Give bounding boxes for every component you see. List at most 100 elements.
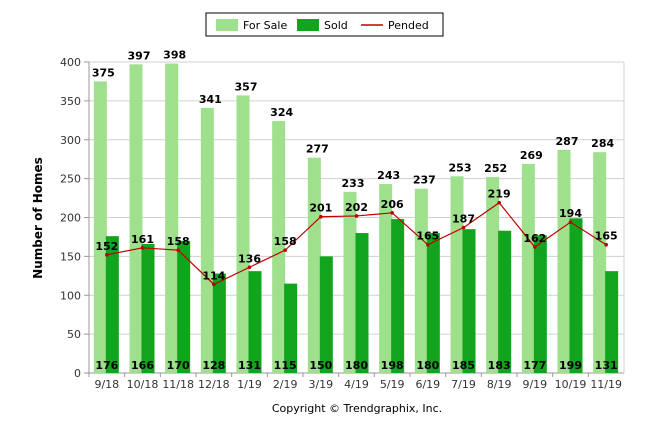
- label-for-sale: 375: [92, 66, 115, 79]
- bar-for-sale: [165, 63, 179, 374]
- bar-sold: [355, 233, 369, 373]
- bar-for-sale: [379, 184, 393, 373]
- label-for-sale: 233: [342, 177, 365, 190]
- y-tick-label: 200: [60, 212, 81, 225]
- pended-point: [497, 200, 501, 205]
- legend-swatch-for-sale: [216, 19, 238, 31]
- label-for-sale: 397: [128, 49, 151, 62]
- bar-for-sale: [236, 95, 250, 374]
- y-tick-label: 350: [60, 95, 81, 108]
- label-pended: 165: [416, 230, 439, 243]
- bar-sold: [141, 243, 155, 373]
- bar-sold: [177, 240, 191, 373]
- label-pended: 152: [95, 240, 118, 253]
- label-sold: 199: [559, 359, 582, 372]
- legend-label-for-sale: For Sale: [243, 19, 287, 32]
- label-for-sale: 277: [306, 143, 329, 156]
- label-sold: 180: [416, 359, 439, 372]
- pended-point: [140, 246, 145, 250]
- x-tick-label: 10/19: [555, 378, 587, 391]
- bar-sold: [569, 218, 583, 373]
- label-pended: 202: [345, 201, 368, 214]
- pended-point: [533, 245, 537, 249]
- x-tick-label: 5/19: [380, 378, 405, 391]
- label-for-sale: 269: [520, 149, 543, 162]
- bar-for-sale: [557, 149, 571, 373]
- legend-label-pended: Pended: [388, 19, 429, 32]
- y-axis-label: Number of Homes: [31, 157, 45, 279]
- label-for-sale: 237: [413, 174, 436, 187]
- x-tick-label: 2/19: [273, 378, 298, 391]
- bar-for-sale: [486, 177, 500, 373]
- x-tick-label: 7/19: [451, 378, 476, 391]
- bar-sold: [426, 233, 440, 373]
- label-for-sale: 252: [484, 162, 507, 175]
- y-tick-label: 100: [60, 289, 81, 302]
- bar-for-sale: [593, 152, 607, 373]
- bar-for-sale: [521, 163, 535, 373]
- label-sold: 180: [345, 359, 368, 372]
- label-for-sale: 284: [591, 137, 614, 150]
- pended-point: [247, 265, 252, 270]
- bar-for-sale: [450, 176, 464, 373]
- pended-point: [176, 248, 180, 252]
- bar-sold: [391, 219, 405, 373]
- pended-point: [390, 211, 394, 215]
- label-sold: 131: [595, 359, 618, 372]
- label-pended: 187: [452, 213, 475, 226]
- legend-label-sold: Sold: [324, 19, 348, 32]
- copyright-text: Copyright © Trendgraphix, Inc.: [272, 402, 442, 415]
- label-for-sale: 324: [270, 106, 293, 119]
- bars: [93, 63, 619, 374]
- label-pended: 158: [167, 235, 190, 248]
- bar-sold: [605, 271, 619, 373]
- x-tick-label: 11/19: [590, 378, 622, 391]
- bar-for-sale: [307, 157, 321, 373]
- label-sold: 128: [202, 359, 225, 372]
- pended-point: [283, 248, 287, 252]
- x-tick-label: 8/19: [487, 378, 512, 391]
- x-tick-label: 9/18: [94, 378, 119, 391]
- bar-sold: [498, 230, 512, 373]
- legend: For Sale Sold Pended: [205, 12, 444, 37]
- x-tick-label: 10/18: [127, 378, 159, 391]
- label-sold: 185: [452, 359, 475, 372]
- x-axis-ticks: 9/18 10/18 11/18 12/18 1/19 2/19 3/19 4/19 5/19 6…: [88, 373, 622, 391]
- x-tick-label: 1/19: [237, 378, 262, 391]
- label-pended: 165: [595, 230, 618, 243]
- y-tick-label: 300: [60, 134, 81, 147]
- label-sold: 177: [523, 359, 546, 372]
- pended-point: [461, 225, 466, 230]
- x-tick-label: 11/18: [162, 378, 194, 391]
- label-pended: 162: [523, 232, 546, 245]
- bar-sold: [212, 273, 226, 373]
- legend-swatch-sold: [297, 19, 319, 31]
- x-tick-label: 9/19: [522, 378, 547, 391]
- label-sold: 166: [131, 359, 154, 372]
- pended-point: [105, 253, 109, 257]
- label-sold: 150: [309, 359, 332, 372]
- label-pended: 114: [202, 269, 225, 282]
- label-for-sale: 243: [377, 169, 400, 182]
- y-tick-label: 400: [60, 56, 81, 69]
- bar-for-sale: [414, 188, 428, 373]
- bar-sold: [462, 229, 476, 373]
- label-pended: 194: [559, 207, 582, 220]
- label-for-sale: 287: [556, 135, 579, 148]
- y-tick-label: 0: [74, 367, 81, 380]
- bar-sold: [248, 271, 262, 373]
- y-tick-label: 50: [67, 328, 81, 341]
- bar-for-sale: [272, 121, 286, 373]
- pended-point: [354, 214, 359, 218]
- label-for-sale: 398: [163, 49, 186, 62]
- label-pended: 206: [381, 198, 404, 211]
- label-sold: 183: [488, 359, 511, 372]
- label-for-sale: 253: [449, 161, 472, 174]
- label-pended: 201: [309, 202, 332, 215]
- x-tick-label: 6/19: [415, 378, 440, 391]
- x-tick-label: 3/19: [308, 378, 333, 391]
- label-pended: 161: [131, 233, 154, 246]
- label-sold: 131: [238, 359, 261, 372]
- label-for-sale: 357: [235, 80, 258, 93]
